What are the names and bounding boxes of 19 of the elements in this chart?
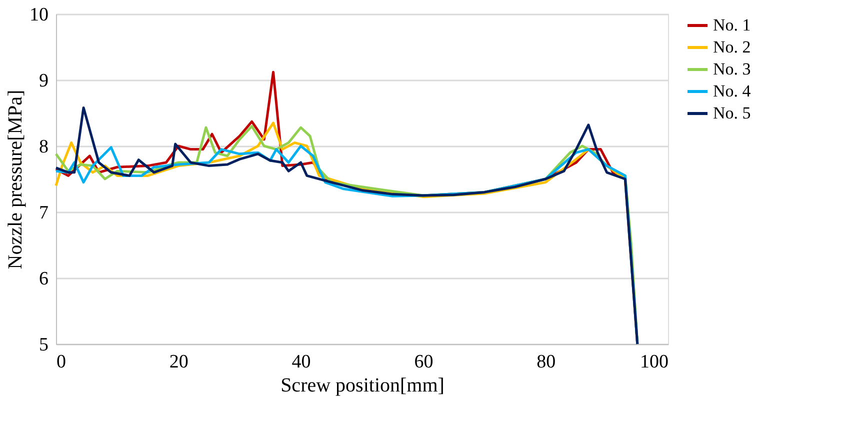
legend-label: No. 2: [713, 38, 751, 56]
x-tick-label: 60: [414, 352, 434, 372]
legend-label: No. 3: [713, 60, 751, 78]
y-axis-title: Nozzle pressure[MPa]: [4, 90, 26, 270]
x-tick-label: 100: [640, 352, 668, 372]
legend-label: No. 5: [713, 104, 751, 122]
x-tick-label: 0: [56, 352, 66, 372]
y-tick-label: 9: [39, 70, 48, 92]
legend-label: No. 4: [713, 82, 752, 100]
y-tick-label: 6: [39, 268, 48, 290]
legend-label: No. 1: [713, 16, 751, 34]
x-tick-label: 40: [292, 352, 311, 372]
y-tick-label: 10: [30, 4, 48, 26]
x-tick-label: 80: [536, 352, 556, 372]
x-tick-label: 20: [169, 352, 188, 372]
y-tick-label: 5: [39, 334, 48, 356]
y-tick-label: 7: [39, 202, 48, 224]
y-tick-label: 8: [39, 136, 48, 158]
x-axis-title: Screw position[mm]: [280, 374, 444, 396]
